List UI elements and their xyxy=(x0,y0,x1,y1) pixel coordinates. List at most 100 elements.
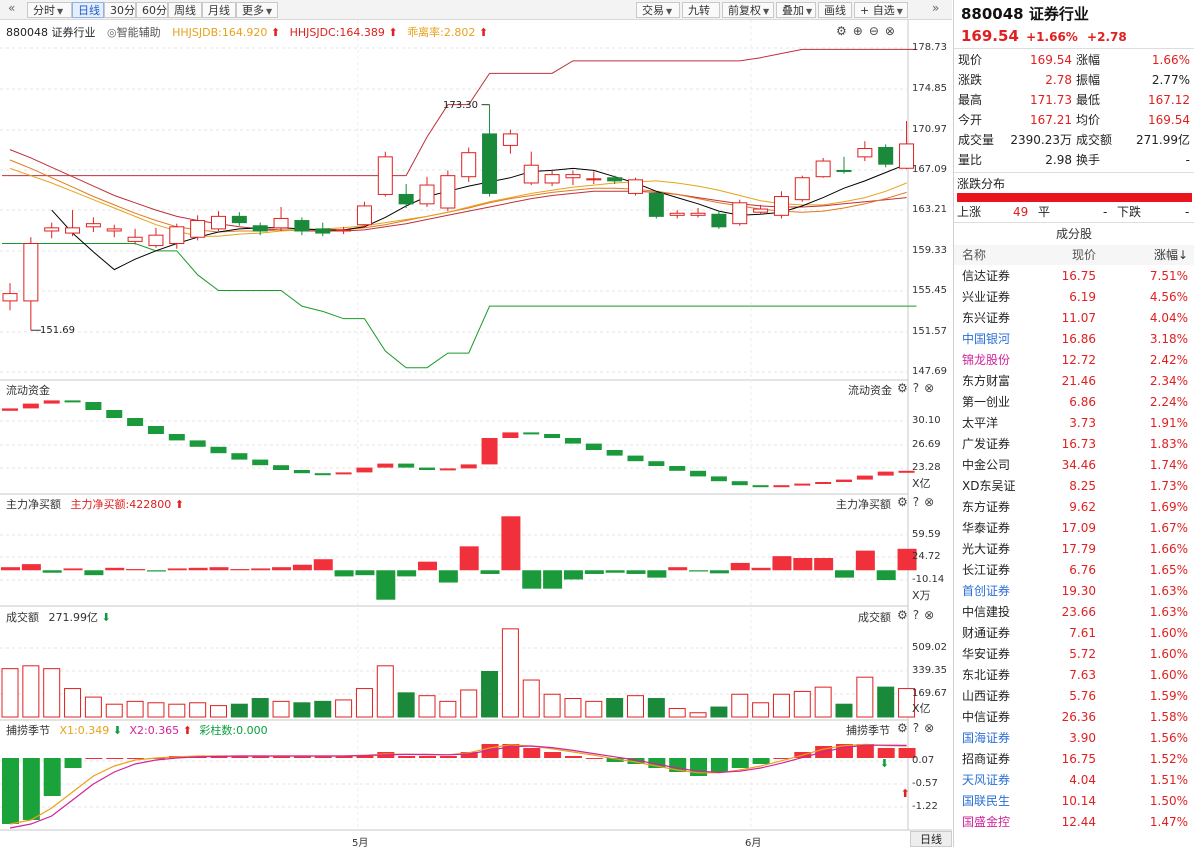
toolbar-right-btn-1[interactable]: 九转 xyxy=(682,2,720,18)
season-bar xyxy=(710,758,728,772)
netbuy-y-tick: -10.14 xyxy=(912,574,945,585)
stock-row[interactable]: 东方财富 21.46 2.34% xyxy=(954,371,1194,392)
ma-amber-line xyxy=(9,159,907,233)
toolbar-btn-4[interactable]: 周线 xyxy=(168,2,202,18)
turnover-bar xyxy=(210,705,227,718)
stock-row[interactable]: 东北证券 7.63 1.60% xyxy=(954,665,1194,686)
settings-icon[interactable]: ⚙ xyxy=(836,24,853,38)
season-bar xyxy=(2,758,19,824)
stock-row[interactable]: 国联民生 10.14 1.50% xyxy=(954,791,1194,812)
netbuy-bar xyxy=(251,568,271,571)
settings-icon[interactable]: ⚙ xyxy=(897,381,913,395)
toolbar-right-btn-0[interactable]: 交易 ▼ xyxy=(636,2,680,18)
settings-icon[interactable]: ⚙ xyxy=(897,608,913,622)
kline-chart-area[interactable]: ⬇ ⬆ 880048 证券行业 ◎智能辅助 HHJSJDB:164.920 ⬆ H… xyxy=(0,20,952,849)
candle-body xyxy=(85,223,101,228)
col-price-header[interactable]: 现价 xyxy=(1071,248,1096,262)
close-icon[interactable]: ⊗ xyxy=(884,24,901,38)
stock-price: 4.04 xyxy=(1069,773,1096,787)
close-icon[interactable]: ⊗ xyxy=(924,381,940,395)
stock-row[interactable]: 长江证券 6.76 1.65% xyxy=(954,560,1194,581)
stock-row[interactable]: 锦龙股份 12.72 2.42% xyxy=(954,350,1194,371)
distribution-counts: 上涨 49 平 - 下跌 - xyxy=(957,203,1193,221)
collapse-left-icon[interactable]: « xyxy=(8,1,16,15)
stock-row[interactable]: 中信建投 23.66 1.63% xyxy=(954,602,1194,623)
help-icon[interactable]: ? xyxy=(912,381,925,395)
toolbar-right-btn-3[interactable]: 叠加 ▼ xyxy=(776,2,816,18)
distribution-bar xyxy=(957,193,1192,202)
candle-body xyxy=(878,146,894,165)
toolbar-btn-6[interactable]: 更多 ▼ xyxy=(236,2,278,18)
kline-chart-svg[interactable]: ⬇⬆ xyxy=(0,20,952,847)
stock-row[interactable]: 中信证券 26.36 1.58% xyxy=(954,707,1194,728)
stock-row[interactable]: 华泰证券 17.09 1.67% xyxy=(954,518,1194,539)
stock-row[interactable]: 财通证券 7.61 1.60% xyxy=(954,623,1194,644)
smart-assist-label[interactable]: 智能辅助 xyxy=(116,26,161,39)
stock-row[interactable]: 太平洋 3.73 1.91% xyxy=(954,413,1194,434)
turnover-arrow: ⬇ xyxy=(101,611,111,624)
toolbar-right-btn-4[interactable]: 画线 xyxy=(818,2,852,18)
stock-name: 国联民生 xyxy=(962,794,1011,808)
help-icon[interactable]: ? xyxy=(912,608,925,622)
minimize-icon[interactable]: ⊖ xyxy=(868,24,885,38)
toolbar-btn-0[interactable]: 分时 ▼ xyxy=(27,2,72,18)
stock-row[interactable]: 东方证券 9.62 1.69% xyxy=(954,497,1194,518)
stock-row[interactable]: 首创证券 19.30 1.63% xyxy=(954,581,1194,602)
stock-row[interactable]: 天风证券 4.04 1.51% xyxy=(954,770,1194,791)
col-change-header[interactable]: 涨幅↓ xyxy=(1153,248,1188,262)
toolbar-btn-2[interactable]: 30分 xyxy=(104,2,136,18)
stock-row[interactable]: 信达证券 16.75 7.51% xyxy=(954,266,1194,287)
toolbar-btn-1[interactable]: 日线 xyxy=(72,2,104,18)
stock-name: 中国银河 xyxy=(962,332,1011,346)
toolbar-btn-label: 周线 xyxy=(174,4,196,17)
stock-row[interactable]: 山西证券 5.76 1.59% xyxy=(954,686,1194,707)
stock-row[interactable]: 招商证券 16.75 1.52% xyxy=(954,749,1194,770)
help-icon[interactable]: ? xyxy=(912,721,925,735)
flow-bar xyxy=(335,472,352,475)
stock-row[interactable]: 光大证券 17.79 1.66% xyxy=(954,539,1194,560)
stock-price: 26.36 xyxy=(1061,710,1096,724)
stock-name: 广发证券 xyxy=(962,437,1011,451)
help-icon[interactable]: ? xyxy=(912,495,925,509)
toolbar-right-btn-5[interactable]: + 自选 ▼ xyxy=(854,2,908,18)
flow-bar xyxy=(877,471,894,476)
toolbar-btn-3[interactable]: 60分 xyxy=(136,2,168,18)
stock-row[interactable]: XD东吴证 8.25 1.73% xyxy=(954,476,1194,497)
turnover-value: 271.99亿 xyxy=(48,611,99,624)
stock-row[interactable]: 中金公司 34.46 1.74% xyxy=(954,455,1194,476)
col-name-header[interactable]: 名称 xyxy=(962,248,987,262)
toolbar-right-btn-2[interactable]: 前复权 ▼ xyxy=(722,2,774,18)
stock-name: 华安证券 xyxy=(962,647,1011,661)
stock-row[interactable]: 广发证券 16.73 1.83% xyxy=(954,434,1194,455)
stock-row[interactable]: 第一创业 6.86 2.24% xyxy=(954,392,1194,413)
settings-icon[interactable]: ⚙ xyxy=(897,495,913,509)
stock-row[interactable]: 兴业证券 6.19 4.56% xyxy=(954,287,1194,308)
close-icon[interactable]: ⊗ xyxy=(924,608,940,622)
smart-assist-icon[interactable]: ◎ xyxy=(107,26,117,39)
toolbar-btn-label: 60分 xyxy=(142,4,167,17)
stock-price: 16.75 xyxy=(1061,752,1096,766)
close-icon[interactable]: ⊗ xyxy=(924,721,940,735)
stock-name: 首创证券 xyxy=(962,584,1011,598)
stock-row[interactable]: 国盛金控 12.44 1.47% xyxy=(954,812,1194,833)
stock-row[interactable]: 中国银河 16.86 3.18% xyxy=(954,329,1194,350)
stock-row[interactable]: 东兴证券 11.07 4.04% xyxy=(954,308,1194,329)
toolbar-btn-5[interactable]: 月线 xyxy=(202,2,236,18)
add-icon[interactable]: ⊕ xyxy=(852,24,869,38)
stock-name: 中信建投 xyxy=(962,605,1011,619)
candle-body xyxy=(211,215,226,230)
collapse-right-icon[interactable]: » xyxy=(932,1,940,15)
caret-down-icon: ▼ xyxy=(763,7,770,16)
security-name: 880048 证券行业 xyxy=(6,26,96,39)
candle-body xyxy=(857,148,873,158)
period-tab[interactable]: 日线 xyxy=(910,831,952,847)
stock-change: 1.58% xyxy=(1149,710,1188,724)
divider xyxy=(954,222,1194,223)
turnover-title: 成交额 xyxy=(6,611,39,624)
settings-icon[interactable]: ⚙ xyxy=(897,721,913,735)
stock-row[interactable]: 国海证券 3.90 1.56% xyxy=(954,728,1194,749)
close-icon[interactable]: ⊗ xyxy=(924,495,940,509)
flow-bar xyxy=(669,466,686,471)
season-bar xyxy=(564,756,582,758)
stock-row[interactable]: 华安证券 5.72 1.60% xyxy=(954,644,1194,665)
